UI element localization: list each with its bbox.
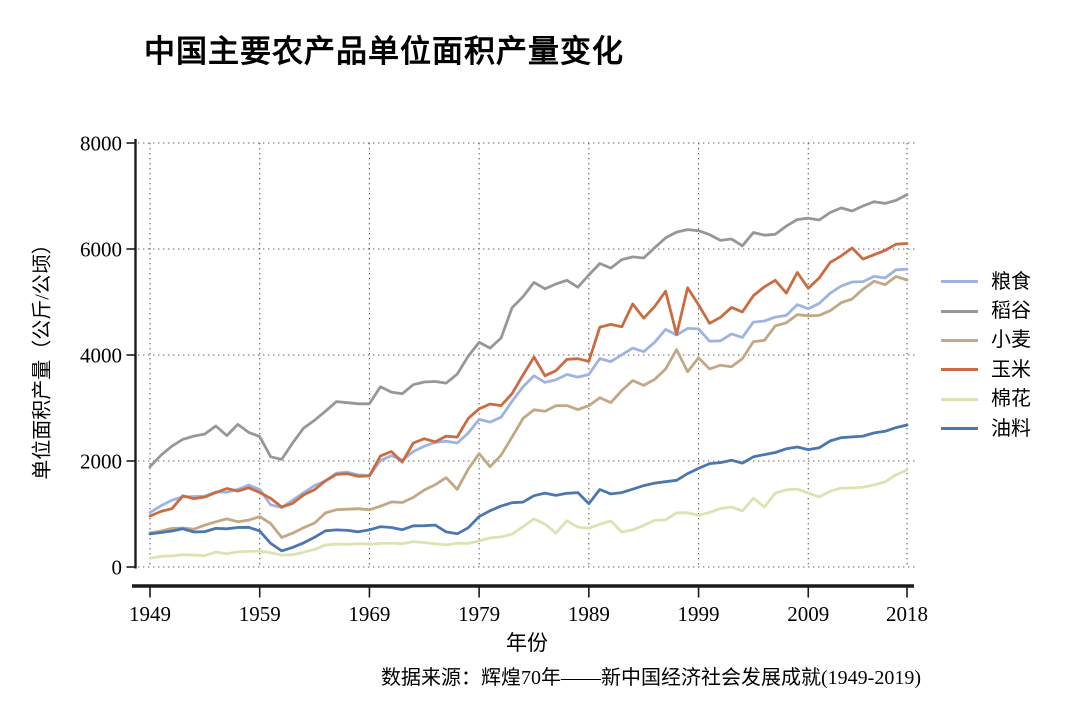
x-tick-label: 2009 [787,602,829,626]
legend-label: 小麦 [991,329,1031,352]
legend-item-3: 玉米 [941,355,1031,384]
legend-item-0: 粮食 [941,267,1031,296]
legend-label: 稻谷 [991,300,1031,323]
x-tick-label: 1959 [239,602,281,626]
series-line-棉花 [148,468,909,560]
y-tick-label: 4000 [80,344,122,368]
legend-label: 棉花 [991,388,1031,411]
legend-item-5: 油料 [941,414,1031,443]
legend-item-4: 棉花 [941,385,1031,414]
y-tick-label: 0 [112,556,123,580]
legend-label: 油料 [991,417,1031,440]
x-tick-label: 1949 [129,602,171,626]
series-line-粮食 [148,267,909,514]
y-tick-label: 8000 [80,132,122,156]
y-tick-label: 2000 [80,450,122,474]
legend-swatch [941,338,978,342]
legend-swatch [941,368,978,372]
legend-swatch [941,397,978,401]
legend-swatch [941,280,978,284]
series-line-油料 [148,423,909,553]
series-line-玉米 [148,242,909,518]
chart-title: 中国主要农产品单位面积产量变化 [144,34,624,69]
series-line-小麦 [148,275,909,539]
legend: 粮食稻谷小麦玉米棉花油料 [941,267,1031,443]
x-axis-title: 年份 [506,631,548,655]
legend-label: 粮食 [991,270,1031,293]
x-tick-label: 1969 [348,602,390,626]
legend-item-1: 稻谷 [941,296,1031,325]
source-caption: 数据来源：辉煌70年——新中国经济社会发展成就(1949-2019) [381,667,921,689]
legend-label: 玉米 [991,358,1031,381]
y-tick-label: 6000 [80,238,122,262]
x-tick-label: 1989 [568,602,610,626]
x-tick-label: 2018 [886,602,928,626]
series-line-稻谷 [148,193,909,469]
legend-swatch [941,309,978,313]
legend-swatch [941,427,978,431]
x-tick-label: 1999 [678,602,720,626]
x-tick-label: 1979 [458,602,500,626]
legend-item-2: 小麦 [941,326,1031,355]
